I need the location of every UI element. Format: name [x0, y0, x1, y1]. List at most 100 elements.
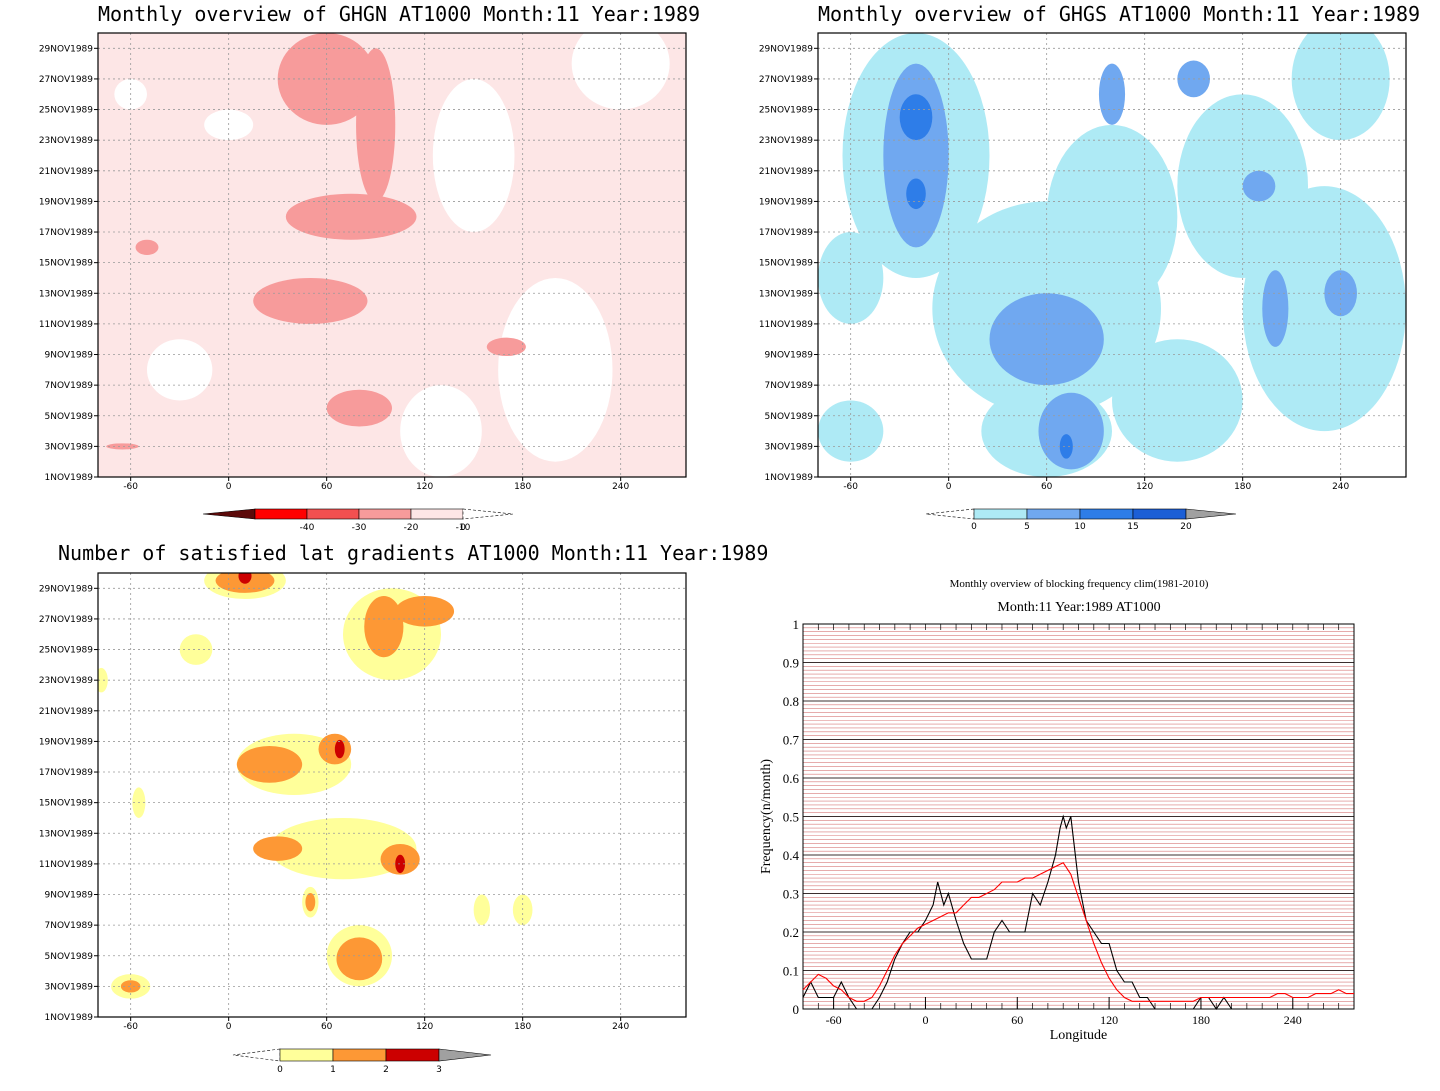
plot-frame	[97, 32, 687, 478]
heatmap-contours	[98, 573, 533, 999]
y-tick-label: 29NOV1989	[39, 44, 93, 54]
y-tick-label: 17NOV1989	[39, 768, 93, 778]
y-tick-label: 0.8	[783, 694, 799, 709]
y-tick-label: 0.2	[783, 925, 799, 940]
contour-blob	[400, 385, 482, 477]
contour-blob	[1291, 33, 1390, 141]
y-tick-label: 29NOV1989	[39, 584, 93, 594]
colorbar-label: 10	[1074, 522, 1086, 532]
contour-blob	[305, 892, 316, 912]
y-tick-label: 3NOV1989	[45, 442, 94, 452]
y-tick-label: 9NOV1989	[765, 351, 814, 361]
y-tick-label: 5NOV1989	[45, 412, 94, 422]
colorbar-arrow	[438, 1048, 492, 1062]
y-tick-label: 21NOV1989	[39, 167, 93, 177]
y-tick-label: 19NOV1989	[759, 197, 813, 207]
colorbar-2: 0 1 2 3	[232, 1048, 492, 1075]
x-tick-label: 60	[1011, 1013, 1023, 1027]
heatmap-contours	[818, 33, 1406, 477]
contour-blob	[1242, 170, 1276, 202]
contour-blob	[1046, 124, 1178, 309]
y-tick-label: 1NOV1989	[765, 473, 814, 483]
colorbar-segment	[358, 508, 412, 520]
plot-frame	[97, 572, 687, 1018]
colorbar-segment	[1026, 508, 1081, 520]
colorbar-segment	[306, 508, 360, 520]
y-tick-label: 3NOV1989	[45, 982, 94, 992]
contour-blob	[1059, 434, 1073, 459]
x-tick-label: 180	[1234, 482, 1251, 492]
contour-blob	[253, 277, 368, 324]
colorbar-label: 15	[1127, 522, 1138, 532]
y-tick-label: 29NOV1989	[759, 44, 813, 54]
colorbar-label: 0	[971, 522, 977, 532]
y-tick-label: 19NOV1989	[39, 737, 93, 747]
x-tick-label: 180	[514, 1022, 531, 1032]
chart-title-ghgs: Monthly overview of GHGS AT1000 Month:11…	[818, 2, 1421, 26]
x-tick-label: 120	[1136, 482, 1153, 492]
colorbar-segment	[279, 1048, 334, 1062]
y-tick-label: 23NOV1989	[39, 136, 93, 146]
colorbar-arrow	[462, 508, 514, 520]
y-tick-label: 11NOV1989	[759, 320, 813, 330]
contour-blob	[473, 894, 491, 926]
contour-blob	[238, 573, 252, 584]
colorbar-segment	[973, 508, 1028, 520]
contour-blob	[1242, 186, 1406, 432]
contour-blob	[98, 667, 108, 693]
colorbar-arrow	[202, 508, 256, 520]
contour-blob	[147, 339, 213, 401]
contour-blob	[571, 33, 670, 110]
contour-blob	[135, 239, 159, 256]
contour-blob	[356, 48, 396, 202]
contour-blob	[253, 836, 303, 861]
x-axis-label: Longitude	[1050, 1028, 1108, 1043]
contour-blob	[120, 980, 141, 993]
x-tick-label: 60	[321, 1022, 333, 1032]
contour-blob	[899, 94, 933, 141]
y-tick-label: 25NOV1989	[39, 106, 93, 116]
x-tick-label: 0	[226, 482, 232, 492]
series-line-1	[802, 861, 1354, 1002]
y-tick-label: 17NOV1989	[39, 228, 93, 238]
colorbar-label: -20	[404, 523, 419, 533]
colorbar-label: 1	[330, 1065, 336, 1075]
x-tick-label: 240	[612, 482, 629, 492]
y-tick-label: 25NOV1989	[759, 106, 813, 116]
y-tick-label: 0.1	[783, 964, 799, 979]
contour-blob	[818, 232, 884, 324]
x-tick-label: 60	[1041, 482, 1053, 492]
y-tick-label: 0.4	[783, 848, 800, 863]
y-tick-label: 0.9	[783, 656, 799, 671]
x-tick-label: 0	[922, 1013, 928, 1027]
y-tick-label: 27NOV1989	[39, 615, 93, 625]
colorbar-label: 0	[277, 1065, 283, 1075]
contour-blob	[336, 937, 383, 981]
contour-blob	[395, 854, 406, 874]
y-tick-label: 23NOV1989	[39, 676, 93, 686]
y-tick-label: 1NOV1989	[45, 473, 94, 483]
chart-title: Monthly overview of blocking frequency c…	[950, 578, 1209, 590]
x-tick-label: -60	[843, 482, 858, 492]
colorbar-segment	[254, 508, 308, 520]
y-tick-label: 13NOV1989	[39, 829, 93, 839]
y-tick-label: 27NOV1989	[759, 75, 813, 85]
x-tick-label: -60	[826, 1013, 842, 1027]
contour-blob	[432, 78, 515, 233]
contour-blob	[334, 739, 345, 759]
y-tick-label: 7NOV1989	[45, 921, 94, 931]
contour-blob	[498, 277, 613, 462]
x-tick-label: 60	[321, 482, 333, 492]
y-tick-label: 5NOV1989	[45, 952, 94, 962]
contour-blob	[179, 634, 213, 665]
y-tick-label: 9NOV1989	[45, 351, 94, 361]
x-tick-label: 180	[1192, 1013, 1210, 1027]
contour-blob	[285, 193, 417, 240]
y-tick-label: 1	[793, 617, 800, 632]
y-tick-label: 0.5	[783, 810, 799, 825]
x-tick-label: 120	[416, 482, 433, 492]
x-tick-label: 240	[612, 1022, 629, 1032]
contour-blob	[395, 595, 455, 627]
colorbar-segment	[1132, 508, 1187, 520]
y-tick-label: 7NOV1989	[765, 381, 814, 391]
